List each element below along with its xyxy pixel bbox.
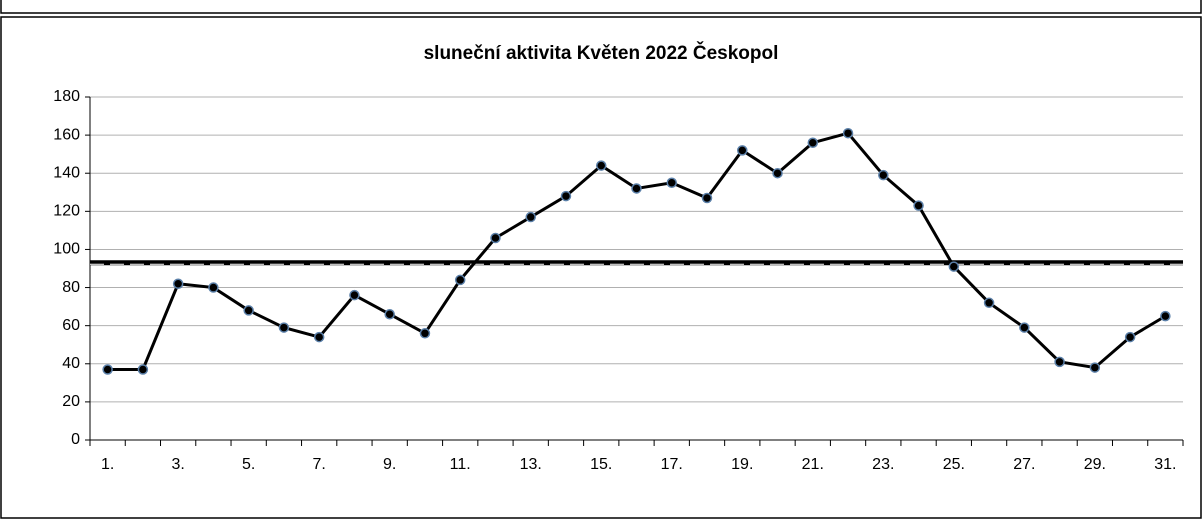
data-point	[983, 297, 995, 309]
data-point	[913, 200, 924, 211]
x-tick-label: 11.	[450, 456, 471, 473]
x-tick-label: 3.	[171, 456, 184, 473]
data-point	[1019, 322, 1030, 333]
y-tick-label: 100	[53, 241, 80, 258]
data-point	[454, 274, 466, 286]
data-point	[631, 183, 642, 194]
data-point	[490, 232, 501, 244]
data-point	[1124, 331, 1136, 343]
data-point	[278, 322, 290, 333]
data-point	[560, 190, 572, 202]
data-point	[1089, 362, 1101, 373]
data-point	[595, 160, 607, 171]
x-tick-label: 1.	[101, 456, 114, 473]
x-tick-label: 9.	[383, 456, 396, 473]
data-point	[208, 282, 219, 293]
x-tick-label: 23.	[872, 456, 894, 473]
data-point	[701, 192, 713, 204]
data-point	[384, 308, 395, 320]
data-point	[1160, 310, 1171, 322]
chart-title: sluneční aktivita Květen 2022 Českopol	[424, 42, 779, 64]
data-point	[525, 211, 536, 223]
data-point	[243, 305, 254, 316]
y-tick-label: 160	[53, 126, 80, 143]
y-tick-label: 80	[62, 279, 80, 296]
data-point	[349, 289, 360, 301]
y-tick-label: 180	[53, 88, 80, 105]
y-tick-label: 40	[62, 355, 80, 372]
x-tick-label: 27.	[1013, 456, 1035, 473]
data-point	[313, 331, 325, 343]
x-tick-label: 7.	[313, 456, 326, 473]
x-tick-label: 31.	[1154, 456, 1176, 473]
y-tick-label: 20	[62, 393, 80, 410]
x-tick-label: 29.	[1084, 456, 1106, 473]
x-tick-label: 19.	[731, 456, 753, 473]
x-tick-label: 13.	[520, 456, 542, 473]
chart-frame	[0, 16, 1202, 519]
data-point	[172, 278, 184, 289]
data-point	[842, 127, 854, 139]
data-point	[137, 364, 149, 375]
data-point	[948, 261, 960, 272]
top-strip	[0, 0, 1202, 14]
y-tick-label: 60	[62, 317, 80, 334]
data-point	[737, 145, 748, 156]
y-tick-label: 0	[71, 431, 80, 448]
data-point	[1054, 356, 1065, 368]
y-tick-label: 140	[53, 164, 80, 181]
y-tick-label: 120	[53, 203, 80, 220]
data-point	[772, 167, 783, 179]
x-tick-label: 25.	[943, 456, 965, 473]
data-point	[666, 177, 678, 188]
data-point	[419, 328, 431, 339]
data-point	[102, 364, 113, 375]
data-point	[807, 137, 819, 148]
x-tick-label: 15.	[590, 456, 612, 473]
data-point	[878, 169, 889, 181]
x-tick-label: 5.	[242, 456, 255, 473]
x-tick-label: 17.	[661, 456, 683, 473]
x-tick-label: 21.	[802, 456, 824, 473]
